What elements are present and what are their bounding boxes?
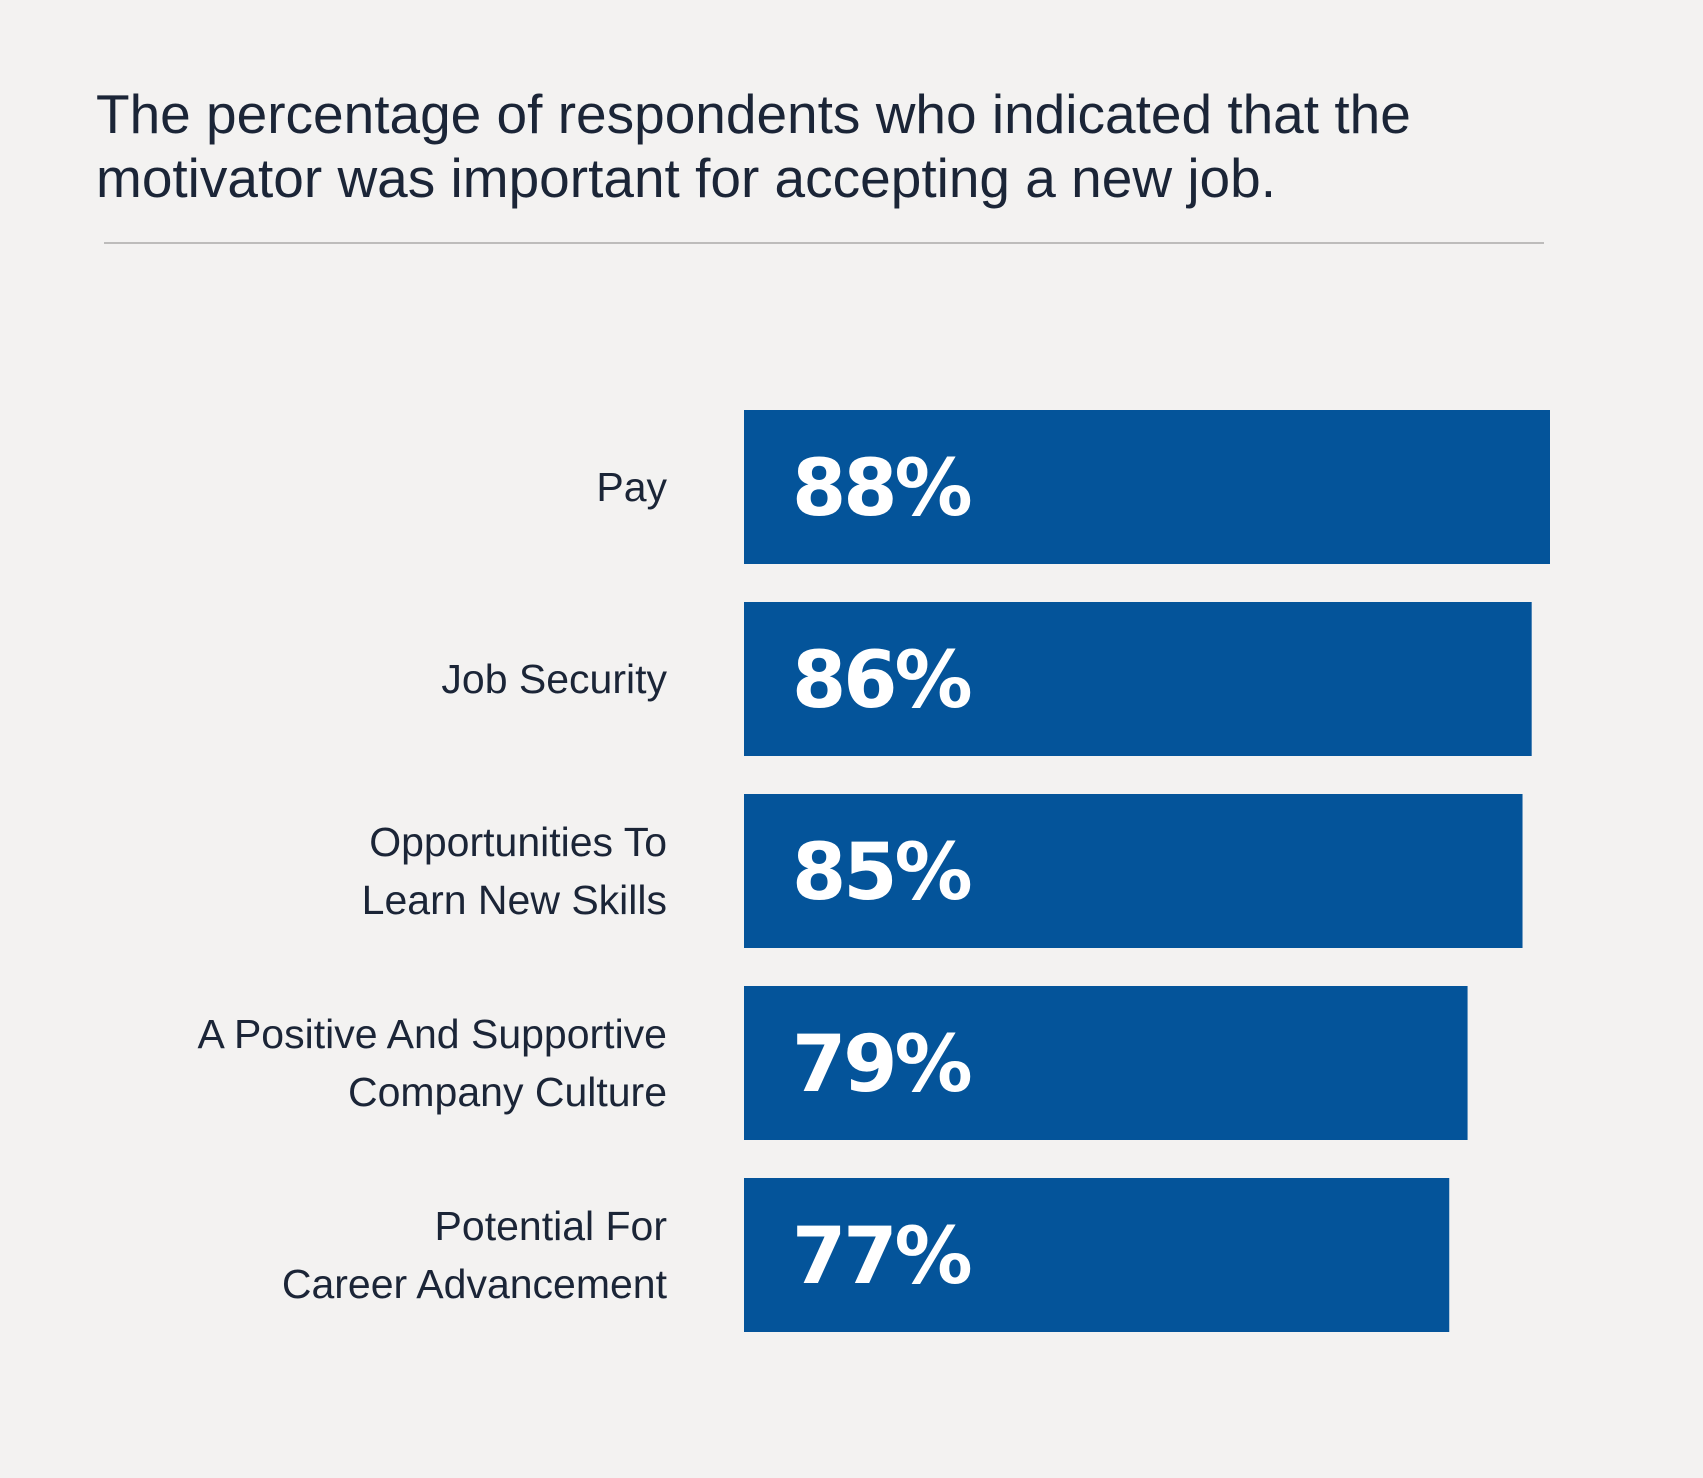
category-label-1: Job Security xyxy=(441,656,667,702)
chart-title: The percentage of respondents who indica… xyxy=(96,83,1411,209)
category-label-line: Company Culture xyxy=(348,1069,667,1115)
category-label-3: A Positive And Supportive Company Culture xyxy=(197,1011,667,1115)
category-label-line: Opportunities To xyxy=(369,819,667,865)
category-label-line: A Positive And Supportive xyxy=(197,1011,667,1057)
value-label-3: 79% xyxy=(792,1020,971,1110)
bar-1 xyxy=(744,602,1532,756)
category-label-line: Potential For xyxy=(435,1203,667,1249)
bar-4 xyxy=(744,1178,1450,1332)
value-label-1: 86% xyxy=(792,636,971,726)
category-label-0: Pay xyxy=(596,464,667,510)
category-label-line: Job Security xyxy=(441,656,667,702)
value-label-2: 85% xyxy=(792,828,971,918)
category-label-line: Career Advancement xyxy=(282,1261,668,1307)
category-label-line: Learn New Skills xyxy=(362,877,667,923)
bar-0 xyxy=(744,410,1550,564)
value-label-4: 77% xyxy=(792,1212,971,1302)
bar-2 xyxy=(744,794,1523,948)
category-label-line: Pay xyxy=(596,464,667,510)
category-label-2: Opportunities To Learn New Skills xyxy=(362,819,667,923)
bar-3 xyxy=(744,986,1468,1140)
title-divider xyxy=(104,242,1544,244)
category-label-4: Potential For Career Advancement xyxy=(282,1203,668,1307)
value-label-0: 88% xyxy=(792,444,971,534)
